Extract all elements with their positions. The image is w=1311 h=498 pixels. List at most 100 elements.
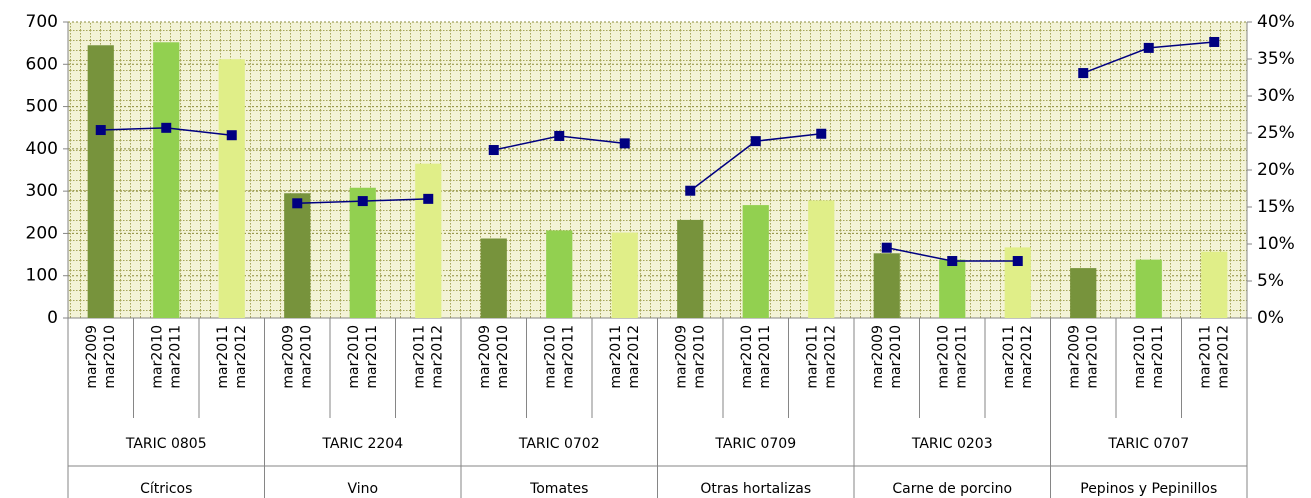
category-label: mar2009 <box>280 325 296 389</box>
line-marker <box>488 145 499 156</box>
group-name: Otras hortalizas <box>700 481 811 497</box>
category-label: mar2010 <box>935 325 951 389</box>
bar <box>873 253 900 318</box>
group-code: TARIC 0702 <box>518 436 600 452</box>
line-marker <box>292 198 303 209</box>
group-name: Carne de porcino <box>892 481 1012 497</box>
y-tick-label: 0 <box>47 308 58 328</box>
y2-tick-label: 25% <box>1257 123 1295 143</box>
category-label: mar2011 <box>167 325 183 389</box>
line-marker <box>95 125 106 136</box>
category-label: mar2010 <box>495 325 511 389</box>
line-marker <box>357 196 368 207</box>
category-label: mar2011 <box>411 325 427 389</box>
y2-tick-label: 30% <box>1257 86 1295 106</box>
group-name: Tomates <box>529 481 588 497</box>
category-label: mar2010 <box>888 325 904 389</box>
y2-tick-label: 35% <box>1257 49 1295 69</box>
plot-background <box>68 22 1247 318</box>
line-marker <box>161 122 172 133</box>
y-tick-label: 500 <box>26 97 58 117</box>
line-marker <box>619 138 630 149</box>
category-label: mar2011 <box>560 325 576 389</box>
group-code: TARIC 2204 <box>321 436 403 452</box>
group-name: Cítricos <box>140 481 192 497</box>
category-label: mar2011 <box>953 325 969 389</box>
y-tick-label: 300 <box>26 181 58 201</box>
line-marker <box>423 193 434 204</box>
group-code: TARIC 0203 <box>911 436 993 452</box>
line-marker <box>685 185 696 196</box>
line-marker <box>1012 256 1023 267</box>
category-label: mar2011 <box>1197 325 1213 389</box>
line-marker <box>881 242 892 253</box>
line-marker <box>1078 68 1089 79</box>
category-label: mar2009 <box>477 325 493 389</box>
bar <box>742 205 769 318</box>
category-label: mar2012 <box>1215 325 1231 389</box>
group-code: TARIC 0709 <box>714 436 796 452</box>
line-marker <box>816 128 827 139</box>
category-label: mar2010 <box>298 325 314 389</box>
y2-tick-label: 10% <box>1257 234 1295 254</box>
bar <box>546 230 573 318</box>
line-marker <box>947 256 958 267</box>
bar <box>87 45 114 318</box>
category-label: mar2010 <box>1084 325 1100 389</box>
bar <box>1201 251 1228 318</box>
category-label: mar2011 <box>804 325 820 389</box>
category-label: mar2010 <box>346 325 362 389</box>
group-name: Vino <box>347 481 378 497</box>
category-label: mar2012 <box>1019 325 1035 389</box>
bar <box>1135 259 1162 318</box>
line-marker <box>554 130 565 141</box>
bar <box>939 259 966 318</box>
line-marker <box>226 130 237 141</box>
y-tick-label: 100 <box>26 266 58 286</box>
category-label: mar2009 <box>870 325 886 389</box>
category-label: mar2012 <box>233 325 249 389</box>
category-label: mar2010 <box>149 325 165 389</box>
y2-tick-label: 40% <box>1257 12 1295 32</box>
bar <box>218 59 245 319</box>
category-label: mar2012 <box>626 325 642 389</box>
category-label: mar2009 <box>84 325 100 389</box>
category-label: mar2011 <box>1150 325 1166 389</box>
category-label: mar2011 <box>1001 325 1017 389</box>
bar <box>677 219 704 318</box>
group-code: TARIC 0707 <box>1107 436 1189 452</box>
y-tick-label: 700 <box>26 12 58 32</box>
category-label: mar2011 <box>215 325 231 389</box>
y2-tick-label: 0% <box>1257 308 1284 328</box>
bar <box>415 163 442 318</box>
line-marker <box>750 136 761 147</box>
y2-tick-label: 15% <box>1257 197 1295 217</box>
category-label: mar2010 <box>691 325 707 389</box>
bar <box>1070 268 1097 318</box>
category-label: mar2010 <box>1132 325 1148 389</box>
line-marker <box>1209 36 1220 47</box>
group-name: Pepinos y Pepinillos <box>1080 481 1217 497</box>
y-tick-label: 400 <box>26 139 58 159</box>
category-label: mar2010 <box>542 325 558 389</box>
bar <box>611 232 638 318</box>
category-label: mar2009 <box>1066 325 1082 389</box>
bar <box>480 238 507 318</box>
bar <box>153 42 180 318</box>
category-label: mar2012 <box>822 325 838 389</box>
category-label: mar2011 <box>757 325 773 389</box>
y-tick-label: 600 <box>26 54 58 74</box>
y-tick-label: 200 <box>26 223 58 243</box>
bar <box>808 200 835 318</box>
category-label: mar2012 <box>429 325 445 389</box>
bar <box>349 187 376 318</box>
y2-tick-label: 20% <box>1257 160 1295 180</box>
category-label: mar2010 <box>102 325 118 389</box>
category-label: mar2009 <box>673 325 689 389</box>
category-label: mar2011 <box>364 325 380 389</box>
bar <box>284 193 311 318</box>
group-code: TARIC 0805 <box>125 436 207 452</box>
y2-tick-label: 5% <box>1257 271 1284 291</box>
category-label: mar2011 <box>608 325 624 389</box>
